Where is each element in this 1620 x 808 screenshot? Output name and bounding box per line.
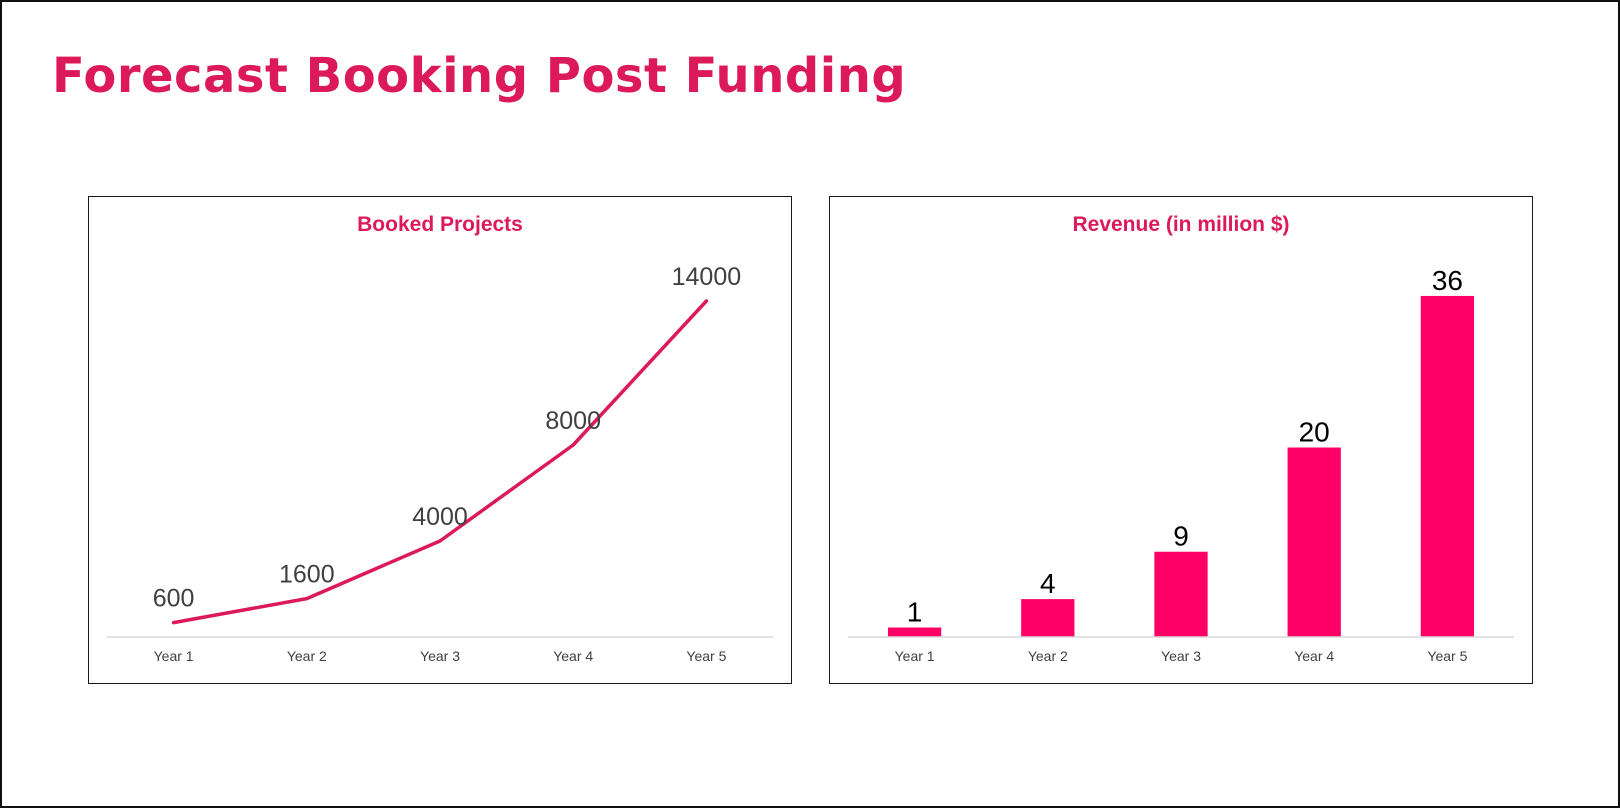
booked-projects-line-series [171, 299, 709, 625]
booked-projects-point [305, 597, 309, 601]
revenue-data-label: 1 [907, 597, 923, 628]
revenue-chart-title: Revenue (in million $) [1072, 213, 1289, 236]
revenue-bar [1287, 447, 1341, 637]
booked-projects-data-labels: 600 1600 4000 8000 14000 [153, 263, 741, 613]
booked-projects-x-tick-label: Year 2 [287, 648, 327, 664]
booked-projects-x-tick-label: Year 1 [154, 648, 194, 664]
revenue-data-label: 20 [1299, 417, 1330, 448]
booked-projects-point [438, 539, 442, 543]
booked-projects-x-tick-label: Year 4 [553, 648, 593, 664]
revenue-chart: Revenue (in million $) Year 1 Year 2 Year … [848, 213, 1514, 664]
booked-projects-chart: Booked Projects Year 1 Year 2 Year 3 Year 4… [107, 213, 773, 664]
revenue-x-tick-label: Year 5 [1427, 648, 1467, 664]
revenue-data-label: 9 [1173, 521, 1189, 552]
booked-projects-data-label: 8000 [545, 407, 601, 435]
revenue-data-label: 4 [1040, 568, 1056, 599]
booked-projects-x-ticks: Year 1 Year 2 Year 3 Year 4 Year 5 [154, 648, 727, 664]
booked-projects-x-tick-label: Year 5 [686, 648, 726, 664]
page-title: Forecast Booking Post Funding [52, 48, 907, 104]
revenue-x-ticks: Year 1 Year 2 Year 3 Year 4 Year 5 [895, 648, 1468, 664]
booked-projects-data-label: 600 [153, 585, 195, 613]
booked-projects-chart-title: Booked Projects [357, 213, 523, 236]
booked-projects-data-label: 4000 [412, 503, 468, 531]
booked-projects-point [704, 299, 708, 303]
revenue-x-tick-label: Year 3 [1161, 648, 1201, 664]
booked-projects-point [571, 443, 575, 447]
booked-projects-line [171, 299, 709, 625]
booked-projects-x-tick-label: Year 3 [420, 648, 460, 664]
booked-projects-data-label: 14000 [672, 263, 742, 291]
revenue-data-labels: 1 4 9 20 36 [907, 265, 1463, 628]
revenue-x-tick-label: Year 4 [1294, 648, 1334, 664]
booked-projects-chart-panel: Booked Projects Year 1 Year 2 Year 3 Year 4… [88, 196, 792, 684]
revenue-bar [887, 627, 942, 637]
revenue-bar-series [887, 295, 1475, 637]
revenue-bar [1021, 599, 1075, 637]
booked-projects-data-label: 1600 [279, 561, 335, 589]
revenue-bar [1420, 295, 1475, 637]
revenue-data-label: 36 [1432, 265, 1463, 296]
revenue-chart-panel: Revenue (in million $) Year 1 Year 2 Year … [829, 196, 1533, 684]
revenue-x-tick-label: Year 2 [1028, 648, 1068, 664]
revenue-x-tick-label: Year 1 [895, 648, 935, 664]
revenue-bar [1154, 551, 1208, 637]
booked-projects-point [172, 621, 176, 625]
